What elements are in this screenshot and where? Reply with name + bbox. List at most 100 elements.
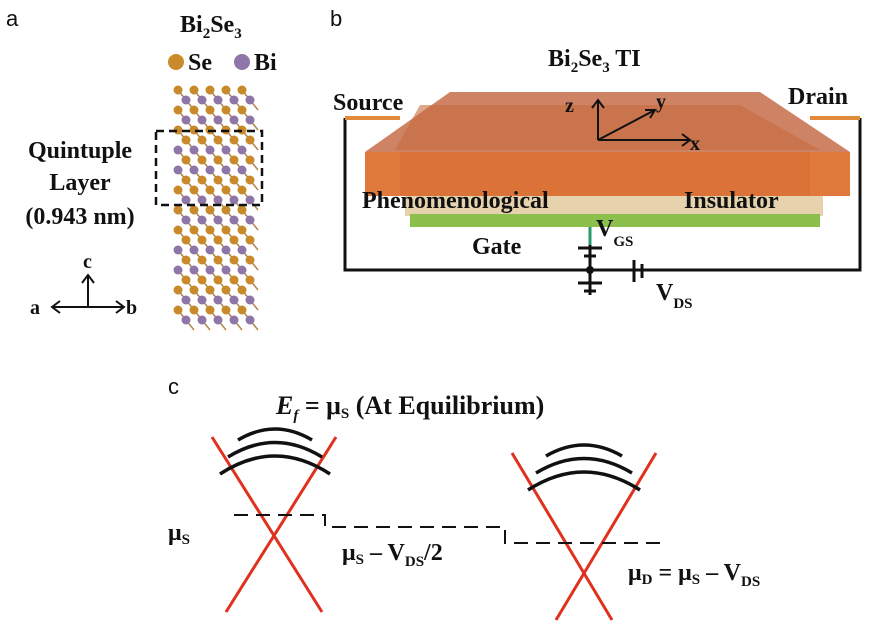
atom (222, 106, 231, 115)
atom (206, 266, 215, 275)
atom (222, 166, 231, 175)
atom (174, 106, 183, 115)
drain: Drain (788, 84, 848, 110)
atom (206, 106, 215, 115)
atom (238, 186, 247, 195)
layer-label: Phenomenological (362, 188, 549, 214)
axes-arrows (52, 275, 124, 313)
atom (214, 116, 223, 125)
atom (198, 296, 207, 305)
atom (182, 276, 191, 285)
atom (198, 176, 207, 185)
atom (246, 316, 255, 325)
panel-label: a (6, 6, 19, 31)
atom (174, 266, 183, 275)
atom (222, 206, 231, 215)
atom (206, 306, 215, 315)
atom (190, 266, 199, 275)
atom (222, 186, 231, 195)
atom (198, 276, 207, 285)
annotation: (0.943 nm) (25, 204, 134, 230)
atom (246, 216, 255, 225)
atom (198, 256, 207, 265)
atom (214, 196, 223, 205)
atom (174, 86, 183, 95)
atom (198, 316, 207, 325)
atom (222, 286, 231, 295)
source: Source (333, 90, 404, 116)
atom (222, 146, 231, 155)
atom (230, 136, 239, 145)
atom (214, 256, 223, 265)
atom (246, 236, 255, 245)
formula: Bi2Se3 (180, 12, 242, 42)
atom (182, 176, 191, 185)
gate-label: Gate (472, 234, 522, 260)
mu-mid: μS – VDS/2 (342, 540, 443, 570)
atom (190, 246, 199, 255)
atom (182, 296, 191, 305)
axis-label: b (126, 297, 137, 319)
atom (198, 196, 207, 205)
atom (182, 156, 191, 165)
atom (246, 176, 255, 185)
atom (238, 106, 247, 115)
axis-label: c (83, 251, 92, 273)
title: Ef = μS (At Equilibrium) (275, 391, 544, 424)
atom (198, 156, 207, 165)
atom (230, 96, 239, 105)
atom (238, 86, 247, 95)
legend-se: Se (188, 50, 212, 76)
atom (190, 226, 199, 235)
atom (182, 316, 191, 325)
layer-label: Insulator (684, 188, 779, 214)
atom (246, 256, 255, 265)
atom (230, 256, 239, 265)
atom (206, 286, 215, 295)
atom (182, 116, 191, 125)
atom (174, 286, 183, 295)
atom (214, 96, 223, 105)
atom (214, 156, 223, 165)
atom (238, 206, 247, 215)
atom (182, 96, 191, 105)
figure: a b c Bi2Se3 Se Bi Quintuple Layer (0.94… (0, 0, 876, 628)
atom (174, 206, 183, 215)
atom (198, 136, 207, 145)
atom (214, 276, 223, 285)
atom (190, 206, 199, 215)
atom (222, 266, 231, 275)
atom (238, 306, 247, 315)
atom (230, 116, 239, 125)
atom (230, 276, 239, 285)
atom (174, 166, 183, 175)
atom (230, 156, 239, 165)
atom (174, 306, 183, 315)
axis-label: z (565, 95, 574, 117)
atom (230, 216, 239, 225)
atom (206, 226, 215, 235)
atom (174, 146, 183, 155)
atom (174, 246, 183, 255)
annotation: Quintuple (28, 138, 132, 164)
axis-label: y (656, 91, 666, 113)
atom (230, 196, 239, 205)
atom (214, 216, 223, 225)
atom (246, 96, 255, 105)
atom (190, 186, 199, 195)
se-legend-dot (168, 54, 184, 70)
atom (222, 246, 231, 255)
mu-d: μD = μS – VDS (628, 560, 760, 590)
band-diagram (212, 429, 665, 620)
atom (198, 216, 207, 225)
atom (214, 296, 223, 305)
atom (230, 316, 239, 325)
atom (222, 306, 231, 315)
atom (190, 86, 199, 95)
annotation: Layer (49, 170, 111, 196)
atom (246, 116, 255, 125)
atom (214, 316, 223, 325)
atom (182, 256, 191, 265)
panel-label: c (168, 374, 179, 399)
atom (246, 276, 255, 285)
